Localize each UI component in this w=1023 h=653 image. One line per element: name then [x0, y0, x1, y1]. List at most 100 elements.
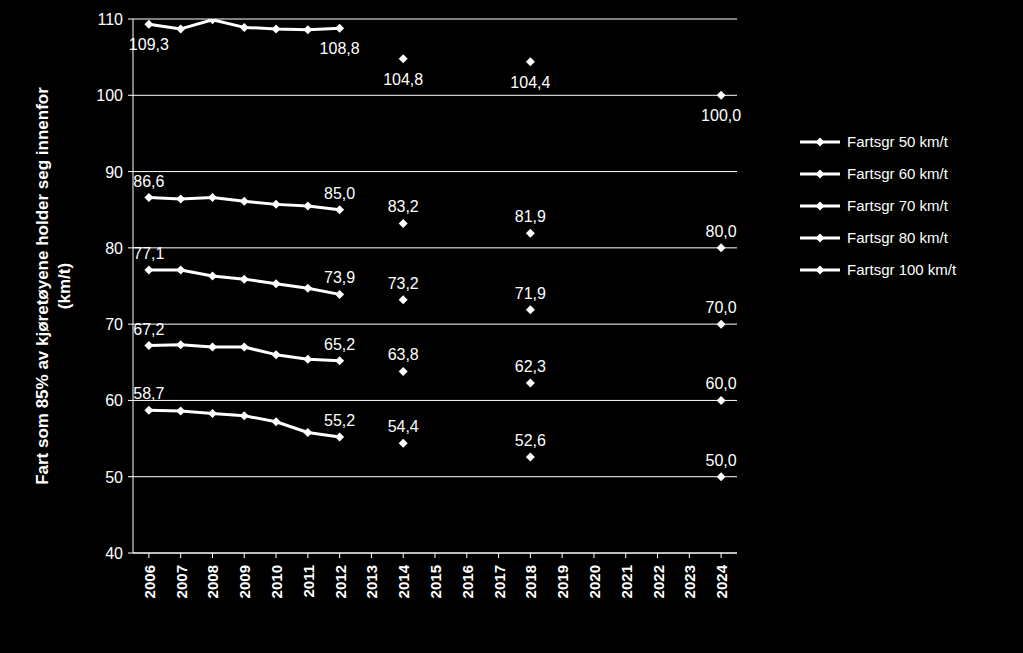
marker	[208, 272, 217, 281]
x-tick-label: 2022	[650, 565, 667, 598]
y-tick	[128, 247, 133, 248]
marker	[208, 19, 217, 24]
x-tick-label: 2018	[522, 565, 539, 598]
data-label: 58,7	[133, 385, 164, 402]
data-label: 81,9	[515, 208, 546, 225]
x-tick	[244, 553, 245, 558]
data-label: 85,0	[324, 185, 355, 202]
legend-label: Fartsgr 100 km/t	[847, 261, 957, 278]
y-tick-label: 60	[105, 392, 123, 409]
x-tick	[466, 553, 467, 558]
data-label: 67,2	[133, 321, 164, 338]
marker	[399, 54, 408, 63]
x-tick-label: 2016	[459, 565, 476, 598]
legend-label: Fartsgr 60 km/t	[847, 165, 949, 182]
data-label: 52,6	[515, 432, 546, 449]
marker	[208, 409, 217, 418]
x-tick-label: 2011	[300, 565, 317, 598]
x-tick	[180, 553, 181, 558]
grid-line	[133, 400, 737, 401]
y-axis-label-line: Fart som 85% av kjøretøyene holder seg i…	[33, 87, 52, 485]
x-tick	[403, 553, 404, 558]
marker	[717, 91, 726, 100]
y-tick	[128, 171, 133, 172]
data-label: 54,4	[388, 418, 419, 435]
y-tick	[128, 95, 133, 96]
y-tick	[128, 324, 133, 325]
legend-marker	[816, 170, 825, 179]
x-tick	[339, 553, 340, 558]
x-tick-label: 2021	[618, 565, 635, 598]
x-tick-label: 2008	[204, 565, 221, 598]
data-label: 55,2	[324, 412, 355, 429]
background	[0, 0, 1023, 653]
marker	[526, 378, 535, 387]
y-tick	[128, 553, 133, 554]
data-label: 100,0	[701, 107, 741, 124]
marker	[303, 355, 312, 364]
x-tick	[689, 553, 690, 558]
x-tick-label: 2015	[427, 565, 444, 598]
data-label: 104,4	[510, 74, 550, 91]
y-tick	[128, 400, 133, 401]
y-tick-label: 90	[105, 164, 123, 181]
y-tick-label: 100	[96, 87, 123, 104]
legend-marker	[816, 138, 825, 147]
marker	[399, 367, 408, 376]
x-tick	[148, 553, 149, 558]
marker	[717, 396, 726, 405]
legend-label: Fartsgr 80 km/t	[847, 229, 949, 246]
series-line	[149, 270, 721, 324]
data-labels: 58,755,254,452,650,067,265,263,862,360,0…	[129, 36, 741, 468]
y-axis	[133, 19, 134, 553]
marker	[272, 417, 281, 426]
marker	[272, 24, 281, 33]
marker	[176, 265, 185, 274]
x-tick-label: 2006	[141, 565, 158, 598]
data-label: 70,0	[706, 299, 737, 316]
data-label: 108,8	[320, 40, 360, 57]
grid-line	[133, 324, 737, 325]
legend-marker	[816, 202, 825, 211]
x-tick-label: 2010	[268, 565, 285, 598]
grid-line	[133, 247, 737, 248]
x-tick-label: 2013	[363, 565, 380, 598]
grid-line	[133, 95, 737, 96]
marker	[717, 243, 726, 252]
marker	[240, 411, 249, 420]
marker	[272, 279, 281, 288]
data-label: 71,9	[515, 285, 546, 302]
data-label: 62,3	[515, 358, 546, 375]
data-label: 60,0	[706, 375, 737, 392]
marker	[303, 284, 312, 293]
y-axis-label-line: (km/t)	[55, 263, 74, 309]
marker	[303, 201, 312, 210]
data-label: 86,6	[133, 173, 164, 190]
marker	[399, 219, 408, 228]
x-tick	[212, 553, 213, 558]
marker	[144, 341, 153, 350]
marker	[399, 295, 408, 304]
series-line	[149, 198, 721, 248]
x-tick-label: 2023	[681, 565, 698, 598]
marker	[526, 57, 535, 66]
x-tick-label: 2017	[491, 565, 508, 598]
marker	[399, 439, 408, 448]
legend-label: Fartsgr 70 km/t	[847, 197, 949, 214]
x-tick	[593, 553, 594, 558]
x-tick	[625, 553, 626, 558]
x-tick	[498, 553, 499, 558]
marker	[240, 343, 249, 352]
marker	[176, 407, 185, 416]
grid-line	[133, 476, 737, 477]
data-label: 77,1	[133, 245, 164, 262]
marker	[144, 20, 153, 29]
x-tick	[562, 553, 563, 558]
y-tick-label: 110	[97, 11, 123, 28]
marker	[176, 340, 185, 349]
x-tick-label: 2019	[554, 565, 571, 598]
grid	[128, 19, 737, 553]
marker	[144, 265, 153, 274]
data-label: 104,8	[383, 71, 423, 88]
marker	[335, 24, 344, 33]
